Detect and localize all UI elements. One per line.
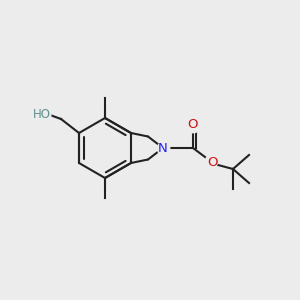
Text: HO: HO <box>33 107 51 121</box>
Text: N: N <box>158 142 168 154</box>
Text: O: O <box>207 155 217 169</box>
Text: O: O <box>188 118 198 131</box>
